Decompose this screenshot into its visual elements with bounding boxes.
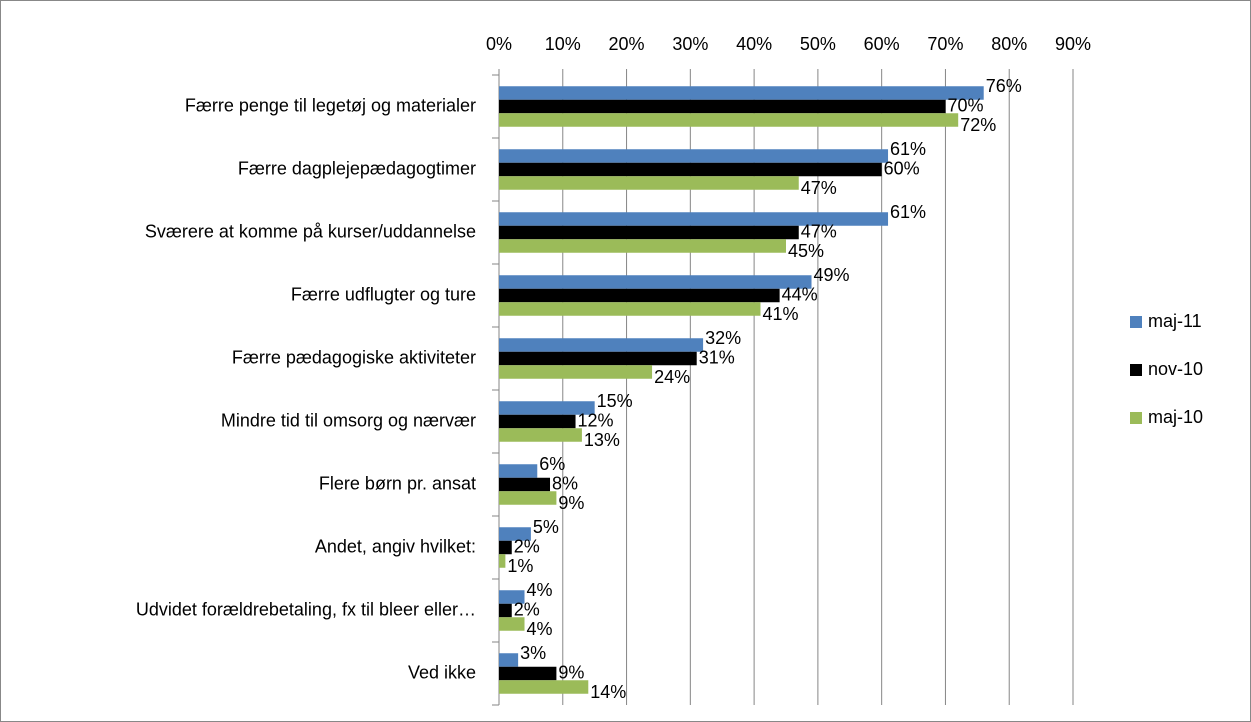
bar (499, 225, 799, 240)
x-tick-label: 60% (864, 34, 900, 54)
y-tick-label: Færre pædagogiske aktiviteter (232, 347, 476, 367)
value-label: 15% (597, 391, 633, 411)
legend-swatch (1130, 316, 1142, 328)
value-label: 31% (699, 347, 735, 367)
value-label: 12% (578, 410, 614, 430)
bar (499, 464, 538, 478)
bar (499, 590, 525, 604)
x-tick-label: 10% (545, 34, 581, 54)
value-label: 47% (801, 221, 837, 241)
value-label: 5% (533, 517, 559, 537)
value-label: 32% (705, 328, 741, 348)
value-label: 3% (520, 643, 546, 663)
value-label: 47% (801, 178, 837, 198)
bar (499, 275, 812, 289)
value-label: 41% (762, 304, 798, 324)
bar (499, 162, 882, 177)
bar (499, 302, 761, 316)
bar (499, 338, 704, 352)
bar (499, 666, 557, 681)
value-label: 49% (814, 265, 850, 285)
bar (499, 288, 780, 303)
value-label: 4% (527, 619, 553, 639)
legend-label: maj-10 (1148, 407, 1203, 427)
y-tick-label: Sværere at komme på kurser/uddannelse (145, 221, 476, 241)
value-label: 76% (986, 76, 1022, 96)
bar (499, 554, 506, 568)
bar (499, 176, 799, 190)
x-tick-label: 0% (486, 34, 512, 54)
value-label: 13% (584, 430, 620, 450)
value-label: 72% (960, 115, 996, 135)
value-label: 60% (884, 158, 920, 178)
value-label: 45% (788, 241, 824, 261)
x-tick-label: 70% (927, 34, 963, 54)
bar (499, 113, 959, 127)
value-label: 70% (947, 95, 983, 115)
legend-label: maj-11 (1148, 311, 1202, 331)
bar (499, 86, 984, 100)
value-label: 2% (514, 599, 540, 619)
x-tick-label: 80% (991, 34, 1027, 54)
bar (499, 603, 512, 618)
y-tick-label: Flere børn pr. ansat (319, 473, 476, 493)
value-label: 61% (890, 139, 926, 159)
bar (499, 239, 786, 253)
y-tick-label: Andet, angiv hvilket: (315, 536, 476, 556)
value-label: 9% (558, 662, 584, 682)
value-label: 4% (527, 580, 553, 600)
x-tick-label: 30% (672, 34, 708, 54)
value-label: 24% (654, 367, 690, 387)
y-tick-label: Færre udflugter og ture (291, 284, 476, 304)
value-label: 2% (514, 536, 540, 556)
value-label: 8% (552, 473, 578, 493)
x-tick-label: 20% (609, 34, 645, 54)
value-label: 44% (782, 284, 818, 304)
value-label: 9% (558, 493, 584, 513)
bar (499, 527, 531, 541)
bar (499, 149, 889, 163)
legend-label: nov-10 (1148, 359, 1203, 379)
bar (499, 680, 589, 694)
bar (499, 653, 519, 667)
bar (499, 428, 582, 442)
x-tick-label: 40% (736, 34, 772, 54)
bar (499, 617, 525, 631)
bar (499, 414, 576, 429)
y-tick-label: Færre penge til legetøj og materialer (185, 95, 476, 115)
value-label: 6% (539, 454, 565, 474)
bar (499, 540, 512, 555)
bar (499, 365, 653, 379)
value-label: 14% (590, 682, 626, 702)
value-label: 61% (890, 202, 926, 222)
y-tick-label: Udvidet forældrebetaling, fx til bleer e… (136, 599, 476, 619)
bar (499, 212, 889, 226)
bar (499, 351, 697, 366)
legend-swatch (1130, 412, 1142, 424)
value-label: 1% (507, 556, 533, 576)
x-tick-label: 90% (1055, 34, 1091, 54)
x-tick-label: 50% (800, 34, 836, 54)
legend-swatch (1130, 364, 1142, 376)
bar (499, 99, 946, 114)
y-tick-label: Færre dagplejepædagogtimer (238, 158, 476, 178)
bar (499, 491, 557, 505)
y-tick-label: Ved ikke (408, 662, 476, 682)
y-tick-label: Mindre tid til omsorg og nærvær (221, 410, 476, 430)
bar (499, 401, 595, 415)
bar (499, 477, 551, 492)
